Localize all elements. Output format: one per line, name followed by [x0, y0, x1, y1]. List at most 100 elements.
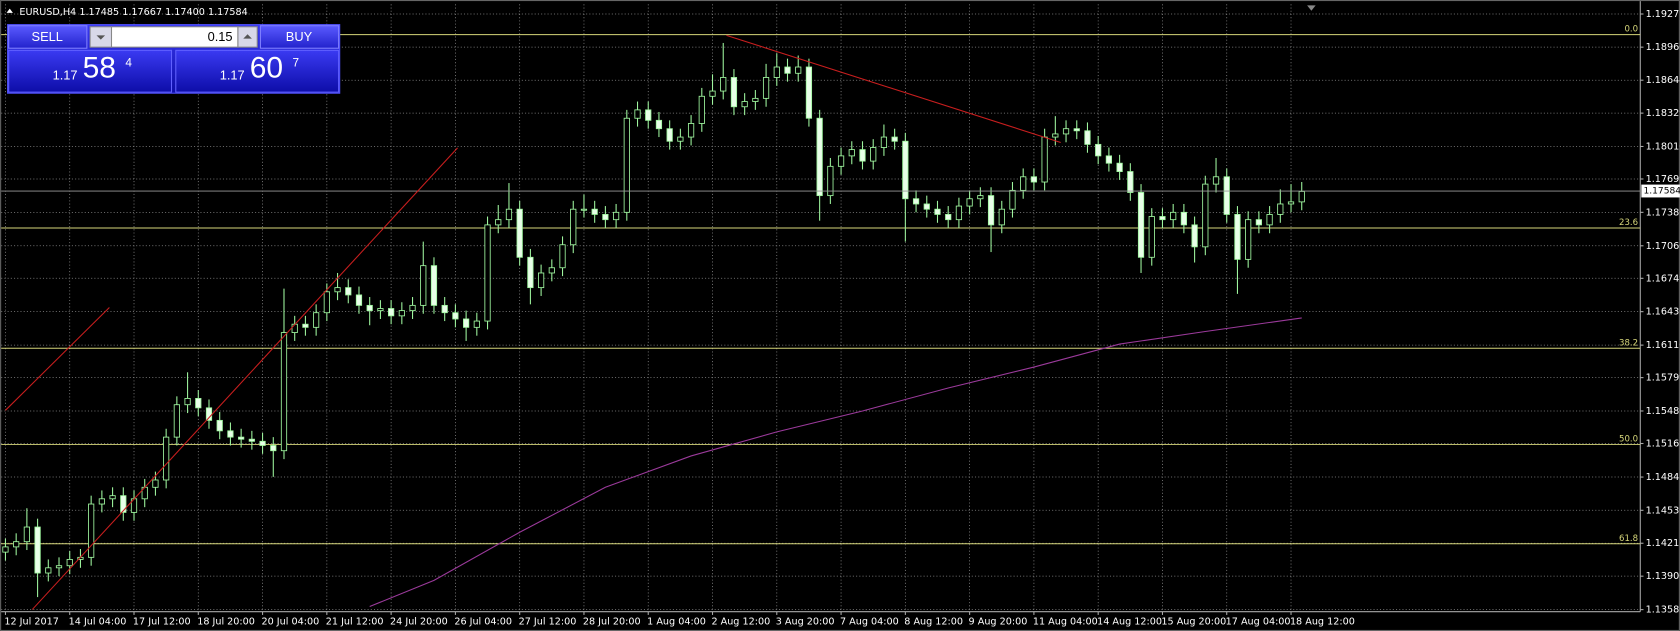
y-tick-label: 1.15799: [1646, 373, 1680, 384]
candle-body: [602, 214, 609, 221]
candle-body: [420, 265, 427, 306]
candle-body: [891, 136, 898, 142]
candle-body: [870, 147, 877, 162]
candle-body: [677, 136, 684, 142]
y-tick-label: 1.14530: [1646, 505, 1680, 516]
candle-body: [591, 208, 598, 215]
candle-body: [463, 318, 470, 328]
y-tick-label: 1.15169: [1646, 438, 1680, 449]
candle-body: [966, 198, 973, 207]
candle-body: [505, 208, 513, 221]
candle-body: [773, 66, 780, 78]
candle-body: [934, 208, 941, 215]
buy-price-big: 60: [250, 52, 283, 85]
candle-body: [1298, 190, 1305, 203]
candle-body: [570, 208, 577, 246]
candle-body: [388, 308, 395, 317]
x-tick-label: 17 Aug 04:00: [1226, 616, 1291, 627]
candle-body: [1137, 192, 1145, 258]
y-tick-label: 1.14215: [1646, 538, 1680, 549]
candle-body: [730, 77, 738, 108]
y-tick-label: 1.16430: [1646, 307, 1680, 318]
x-tick-label: 7 Aug 04:00: [840, 616, 899, 627]
candle-body: [741, 101, 748, 108]
candle-body: [827, 165, 834, 197]
current-price-label: 1.17584: [1643, 187, 1680, 197]
candle-body: [1095, 143, 1102, 157]
fib-label: 23.6: [1619, 218, 1638, 228]
x-tick-label: 27 Jul 12:00: [519, 616, 577, 627]
sell-price-box[interactable]: [8, 49, 173, 93]
candle-body: [195, 398, 202, 409]
candle-body: [880, 136, 888, 148]
y-tick-label: 1.18960: [1646, 42, 1680, 53]
candle-body: [805, 66, 813, 119]
candle-body: [634, 109, 641, 119]
candle-body: [666, 128, 673, 142]
candle-body: [987, 195, 995, 226]
candle-body: [13, 541, 20, 548]
candle-body: [1277, 203, 1284, 215]
candle-body: [88, 503, 95, 558]
x-tick-label: 20 Jul 04:00: [261, 616, 319, 627]
candle-body: [1159, 216, 1166, 221]
sell-button[interactable]: [8, 25, 88, 49]
candle-body: [516, 208, 523, 258]
candle-body: [452, 312, 459, 320]
y-tick-label: 1.18329: [1646, 108, 1680, 119]
candle-body: [859, 149, 866, 162]
candle-body: [291, 323, 298, 333]
y-tick-label: 1.17380: [1646, 207, 1680, 218]
fib-label: 0.0: [1624, 25, 1638, 35]
candle-body: [1105, 155, 1113, 164]
candle-body: [1030, 176, 1038, 183]
candle-body: [1041, 136, 1048, 183]
moving-average: [369, 317, 1302, 607]
candle-body: [1223, 176, 1230, 215]
candle-body: [1062, 128, 1070, 135]
candle-body: [152, 479, 159, 488]
x-tick-label: 14 Aug 12:00: [1097, 616, 1162, 627]
candle-body: [1287, 201, 1295, 205]
candle-body: [23, 526, 30, 543]
x-tick-label: 11 Aug 04:00: [1033, 616, 1098, 627]
candle-body: [977, 195, 984, 200]
x-tick-label: 26 Jul 04:00: [454, 616, 512, 627]
sell-price-big: 58: [83, 52, 116, 85]
candle-body: [34, 526, 41, 574]
candle-body: [441, 304, 448, 314]
buy-price-box[interactable]: [175, 49, 340, 93]
candle-body: [902, 140, 909, 200]
candle-body: [205, 407, 213, 421]
candle-body: [1202, 183, 1209, 248]
candle-body: [580, 208, 588, 211]
x-tick-label: 9 Aug 20:00: [969, 616, 1028, 627]
x-tick-label: 18 Aug 12:00: [1290, 616, 1355, 627]
candle-body: [270, 445, 277, 452]
candle-body: [1180, 211, 1187, 226]
candle-body: [795, 66, 802, 74]
x-tick-label: 28 Jul 20:00: [583, 616, 641, 627]
buy-button[interactable]: [259, 25, 340, 49]
candle-body: [1116, 162, 1123, 172]
lot-value: 0.15: [208, 29, 233, 44]
trend-line: [5, 307, 110, 411]
candle-body: [527, 256, 534, 289]
y-tick-label: 1.15480: [1646, 406, 1680, 417]
candle-body: [1127, 171, 1134, 193]
candle-body: [1020, 176, 1027, 191]
candle-body: [1266, 214, 1273, 226]
candle-body: [1234, 214, 1241, 260]
candle-body: [163, 436, 170, 481]
candle-body: [998, 208, 1005, 226]
candle-body: [537, 272, 545, 289]
buy-price-prefix: 1.17: [220, 67, 245, 82]
sell-label: SELL: [32, 29, 63, 44]
buy-price-small: 7: [293, 56, 300, 69]
candle-body: [1148, 216, 1155, 258]
candle-body: [923, 203, 930, 210]
sell-price-prefix: 1.17: [53, 67, 78, 82]
candle-body: [752, 97, 759, 102]
ohlc: 1.17485 1.17667 1.17400 1.17584: [79, 7, 247, 18]
